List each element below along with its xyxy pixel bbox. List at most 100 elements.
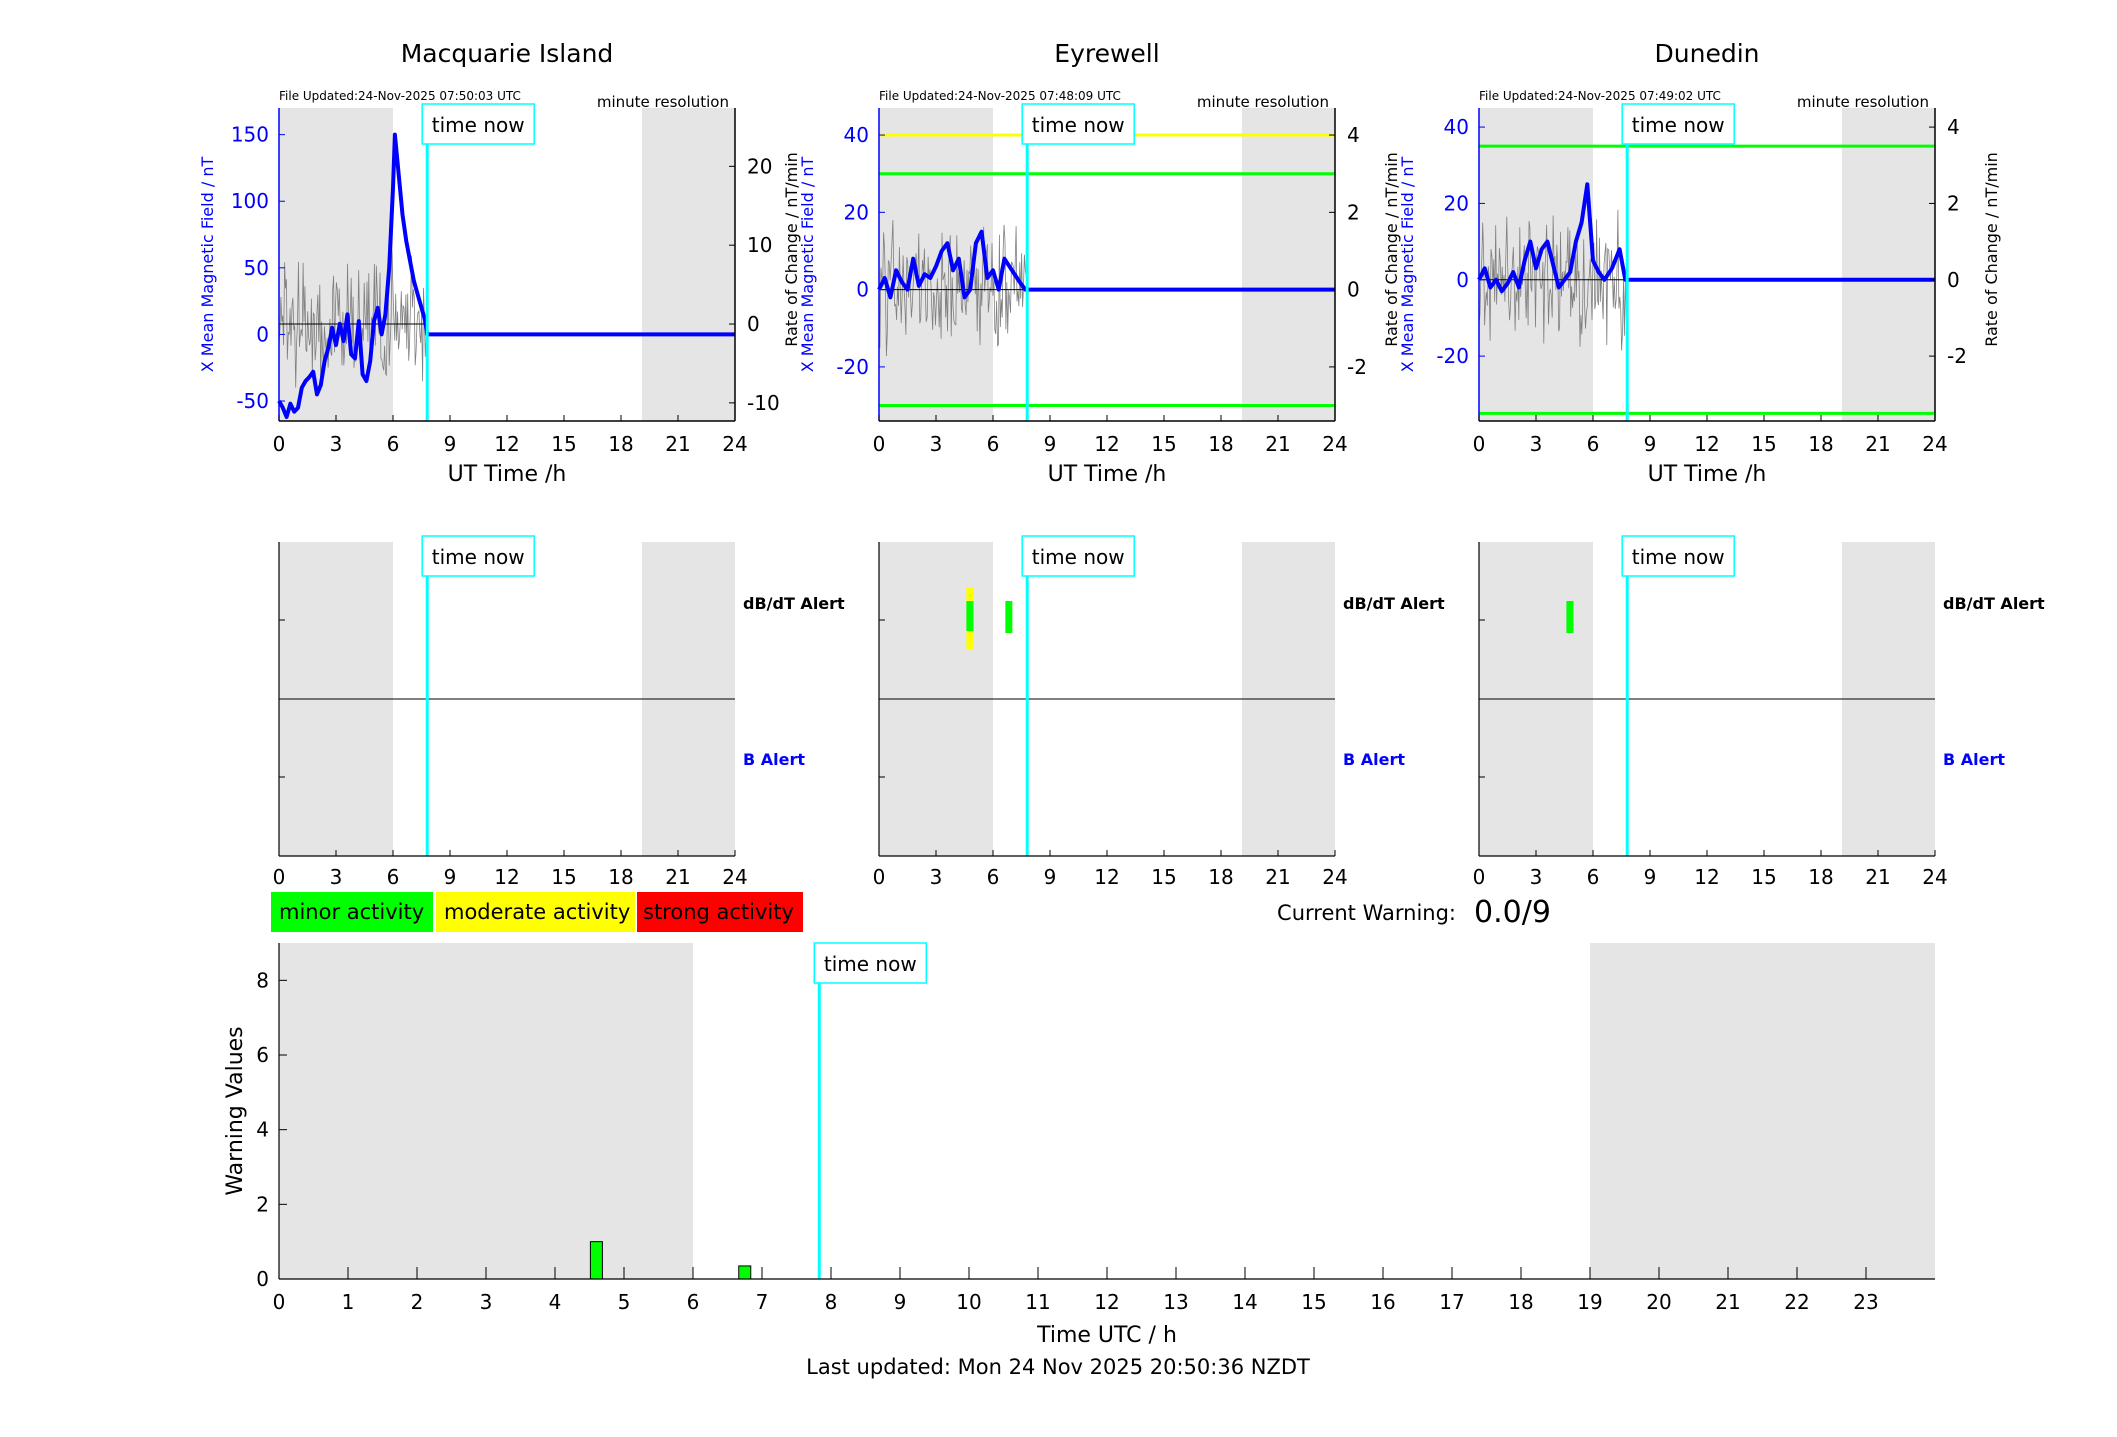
station-1-file-updated: File Updated:24-Nov-2025 07:48:09 UTC: [879, 89, 1121, 103]
station-1-ylabel-left: X Mean Magnetic Field / nT: [798, 157, 817, 373]
warning-time-now-box: [813, 942, 928, 984]
alert-0-time-now-label: time now: [432, 545, 525, 569]
warning-x-tick-label: 15: [1301, 1290, 1326, 1314]
alert-0-x-tick-label: 12: [494, 865, 519, 889]
station-1-xlabel: UT Time /h: [1048, 462, 1167, 487]
alert-1-x-tick-label: 0: [873, 865, 886, 889]
alert-1-x-tick-label: 15: [1151, 865, 1176, 889]
alert-0-dbdt-alert-label: dB/dT Alert: [743, 594, 845, 613]
station-0-ylabel-right: Rate of Change / nT/min: [782, 152, 801, 347]
warning-night-shade: [279, 943, 693, 1279]
warning-y-tick-label: 0: [256, 1267, 269, 1291]
station-1-y-left-tick-label: 20: [844, 200, 869, 224]
alert-0-x-tick-label: 3: [330, 865, 343, 889]
warning-x-tick-label: 10: [956, 1290, 981, 1314]
eyrewell-panel: Eyrewell File Updated:24-Nov-2025 07:48:0…: [798, 39, 1401, 487]
warning-y-tick-label: 8: [256, 968, 269, 992]
station-1-x-tick-label: 18: [1208, 432, 1233, 456]
station-0-y-left-tick-label: 150: [231, 123, 269, 147]
station-2-title: Dunedin: [1655, 39, 1760, 68]
alert-2-time-now-label: time now: [1632, 545, 1725, 569]
station-2-y-right-tick-label: 4: [1947, 115, 1960, 139]
dunedin-alert-panel: time now 0 3 6 9 12 15 18 21 24 dB/dT Alert B Alert: [1473, 535, 2045, 889]
warning-x-tick-label: 21: [1715, 1290, 1740, 1314]
station-0-rate-of-change-series: [278, 250, 428, 389]
alert-1-x-tick-label: 12: [1094, 865, 1119, 889]
warning-night-shade: [1590, 943, 1935, 1279]
alert-2-x-tick-label: 21: [1865, 865, 1890, 889]
alert-2-x-tick-label: 6: [1587, 865, 1600, 889]
station-0-y-right-tick-label: -10: [747, 391, 780, 415]
warning-x-tick-label: 16: [1370, 1290, 1395, 1314]
warning-x-tick-label: 20: [1646, 1290, 1671, 1314]
station-0-x-tick-label: 18: [608, 432, 633, 456]
alert-2-x-tick-label: 24: [1922, 865, 1947, 889]
alert-0-x-tick-label: 21: [665, 865, 690, 889]
station-0-x-tick-label: 9: [444, 432, 457, 456]
alert-1-x-tick-label: 3: [930, 865, 943, 889]
station-0-y-left-tick-label: 0: [256, 322, 269, 346]
station-0-y-left-tick-label: -50: [236, 389, 269, 413]
station-2-y-left-tick-label: 0: [1456, 268, 1469, 292]
station-1-rate-of-change-series: [878, 220, 1028, 357]
alert-2-dbdt-alert-mark: [1566, 601, 1574, 633]
station-2-file-updated: File Updated:24-Nov-2025 07:49:02 UTC: [1479, 89, 1721, 103]
station-0-resolution: minute resolution: [597, 93, 729, 111]
station-2-x-tick-label: 18: [1808, 432, 1833, 456]
station-1-x-tick-label: 0: [873, 432, 886, 456]
station-1-x-tick-label: 12: [1094, 432, 1119, 456]
station-2-x-tick-label: 24: [1922, 432, 1947, 456]
station-2-y-right-tick-label: -2: [1947, 344, 1967, 368]
station-1-resolution: minute resolution: [1197, 93, 1329, 111]
warning-x-tick-label: 4: [549, 1290, 562, 1314]
station-1-x-tick-label: 21: [1265, 432, 1290, 456]
current-warning-label: Current Warning:: [1277, 901, 1456, 925]
warning-y-tick-label: 2: [256, 1192, 269, 1216]
warning-x-tick-label: 2: [411, 1290, 424, 1314]
station-0-time-now-label: time now: [432, 113, 525, 137]
warning-x-tick-label: 19: [1577, 1290, 1602, 1314]
warning-x-tick-label: 17: [1439, 1290, 1464, 1314]
station-1-y-right-tick-label: 0: [1347, 278, 1360, 302]
warning-x-tick-label: 11: [1025, 1290, 1050, 1314]
legend-minor-swatch: [271, 892, 433, 932]
alert-2-time-now-box: [1621, 535, 1735, 577]
warning-bar: [738, 1265, 752, 1280]
warning-x-tick-label: 3: [480, 1290, 493, 1314]
station-1-y-right-tick-label: 4: [1347, 123, 1360, 147]
warning-x-tick-label: 22: [1784, 1290, 1809, 1314]
station-0-night-shade: [641, 108, 735, 421]
station-1-x-tick-label: 15: [1151, 432, 1176, 456]
station-2-x-tick-label: 9: [1644, 432, 1657, 456]
station-2-resolution: minute resolution: [1797, 93, 1929, 111]
station-0-x-tick-label: 12: [494, 432, 519, 456]
warning-x-tick-label: 6: [687, 1290, 700, 1314]
station-2-x-tick-label: 0: [1473, 432, 1486, 456]
station-1-time-now-box: [1021, 103, 1135, 145]
station-2-y-right-tick-label: 0: [1947, 268, 1960, 292]
station-1-x-tick-label: 24: [1322, 432, 1347, 456]
alert-1-time-now-label: time now: [1032, 545, 1125, 569]
alert-1-dbdt-alert-label: dB/dT Alert: [1343, 594, 1445, 613]
alert-0-x-tick-label: 15: [551, 865, 576, 889]
legend-moderate-label: moderate activity: [444, 900, 630, 924]
station-0-time-now-box: [421, 103, 535, 145]
station-1-y-left-tick-label: 40: [844, 123, 869, 147]
station-0-y-left-tick-label: 100: [231, 189, 269, 213]
legend-strong-label: strong activity: [643, 900, 794, 924]
alert-2-x-tick-label: 15: [1751, 865, 1776, 889]
station-2-y-left-tick-label: 40: [1444, 115, 1469, 139]
station-1-title: Eyrewell: [1054, 39, 1159, 68]
warning-x-tick-label: 5: [618, 1290, 631, 1314]
station-0-x-tick-label: 24: [722, 432, 747, 456]
station-1-y-left-tick-label: -20: [836, 355, 869, 379]
station-0-x-tick-label: 3: [330, 432, 343, 456]
warning-x-tick-label: 13: [1163, 1290, 1188, 1314]
eyrewell-alert-panel: time now 0 3 6 9 12 15 18 21 24 dB/dT Alert B Alert: [873, 535, 1445, 889]
station-1-y-right-tick-label: 2: [1347, 200, 1360, 224]
warning-x-tick-label: 18: [1508, 1290, 1533, 1314]
station-1-ylabel-right: Rate of Change / nT/min: [1382, 152, 1401, 347]
warning-time-now-label: time now: [824, 952, 917, 976]
